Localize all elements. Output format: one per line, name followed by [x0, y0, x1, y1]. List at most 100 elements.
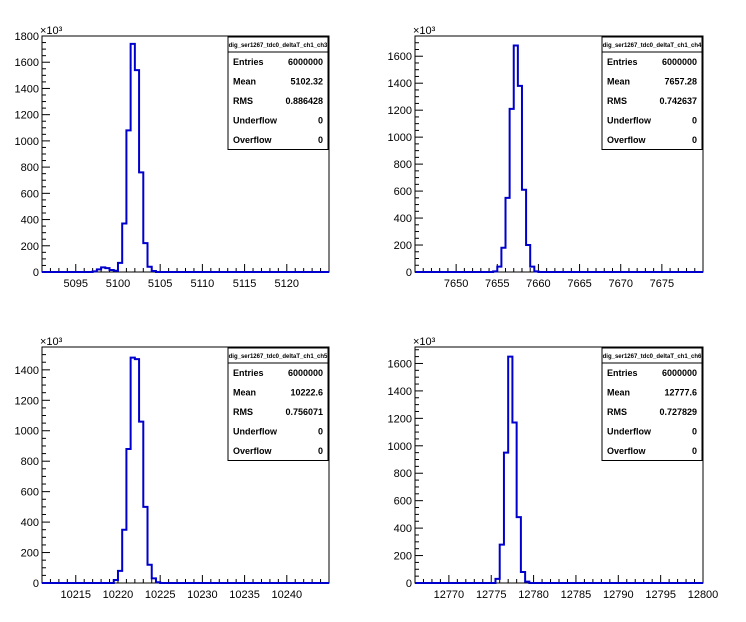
stat-label: Underflow [233, 116, 278, 126]
stats-box: dig_ser1267_tdc0_deltaT_ch1_ch6 Entries 60… [601, 347, 703, 461]
x-tick-label: 7675 [650, 278, 674, 290]
stat-value: 7657.28 [664, 77, 697, 87]
y-tick-label: 400 [394, 523, 412, 535]
stat-label: Mean [607, 77, 630, 87]
stat-value: 12777.6 [664, 388, 697, 398]
stats-box: dig_ser1267_tdc0_deltaT_ch1_ch3 Entries 60… [227, 36, 329, 150]
stat-label: Overflow [607, 135, 647, 145]
histogram-title: dig_ser1267_tdc0_deltaT_ch1_ch3 [229, 43, 328, 49]
y-tick-label: 800 [21, 162, 39, 174]
stat-label: RMS [233, 96, 253, 106]
stat-value: 0 [318, 446, 323, 456]
histogram-line [415, 355, 703, 584]
x-tick-label: 10235 [229, 589, 260, 601]
stat-label: Overflow [233, 446, 273, 456]
y-tick-label: 600 [21, 188, 39, 200]
stats-box-frame [601, 347, 703, 461]
stat-value: 0.742637 [659, 96, 697, 106]
stat-value: 0 [692, 446, 697, 456]
histogram-panel-3: ×10³ 0 200 400 600 800 1000 1200 1400 10215 10220 1… [15, 336, 330, 601]
histogram-title: dig_ser1267_tdc0_deltaT_ch1_ch4 [603, 43, 702, 49]
histogram-panel-4: ×10³ 0 200 400 600 800 1000 1200 1400 1600 12770 12… [388, 336, 719, 601]
y-tick-label: 600 [394, 186, 412, 198]
histogram-title: dig_ser1267_tdc0_deltaT_ch1_ch5 [229, 354, 328, 360]
y-tick-label: 1200 [15, 395, 39, 407]
x-tick-label: 12790 [603, 589, 634, 601]
stat-value: 0 [692, 116, 697, 126]
stat-value: 0 [318, 427, 323, 437]
histogram-title: dig_ser1267_tdc0_deltaT_ch1_ch6 [603, 354, 702, 360]
stat-label: RMS [607, 96, 627, 106]
x-tick-label: 10225 [145, 589, 176, 601]
stat-value: 0 [692, 427, 697, 437]
stat-value: 6000000 [662, 368, 697, 378]
stat-value: 6000000 [288, 368, 323, 378]
x-tick-label: 5105 [148, 278, 172, 290]
x-tick-label: 5095 [64, 278, 88, 290]
stats-box: dig_ser1267_tdc0_deltaT_ch1_ch5 Entries 60… [227, 347, 329, 461]
y-exponent-label: ×10³ [40, 25, 63, 37]
y-tick-label: 200 [394, 551, 412, 563]
y-tick-label: 800 [394, 468, 412, 480]
y-tick-label: 1600 [15, 57, 39, 69]
x-tick-label: 5115 [233, 278, 257, 290]
y-tick-label: 1200 [388, 413, 412, 425]
stat-label: Mean [607, 388, 630, 398]
x-tick-label: 10230 [187, 589, 218, 601]
x-tick-label: 10215 [60, 589, 91, 601]
y-tick-label: 200 [21, 548, 39, 560]
stat-value: 0.727829 [659, 407, 697, 417]
y-tick-label: 400 [21, 517, 39, 529]
y-tick-label: 0 [406, 267, 412, 279]
x-tick-label: 12780 [518, 589, 549, 601]
stat-value: 0 [318, 135, 323, 145]
histogram-line [42, 356, 329, 584]
stat-value: 10222.6 [290, 388, 323, 398]
stat-label: Mean [233, 77, 256, 87]
x-tick-label: 5110 [191, 278, 215, 290]
y-tick-label: 0 [406, 578, 412, 590]
y-tick-label: 1000 [15, 426, 39, 438]
y-exponent-label: ×10³ [40, 336, 63, 348]
histogram-panel-2: ×10³ 0 200 400 600 800 1000 1200 1400 1600 7650 765… [388, 25, 704, 290]
y-tick-label: 1000 [15, 136, 39, 148]
stat-label: Entries [607, 57, 638, 67]
stats-box-frame [601, 36, 703, 150]
y-tick-label: 600 [21, 487, 39, 499]
y-tick-label: 1200 [15, 110, 39, 122]
y-tick-label: 1600 [388, 51, 412, 63]
x-tick-label: 12775 [476, 589, 507, 601]
stat-value: 0.886428 [285, 96, 323, 106]
x-tick-label: 5100 [106, 278, 130, 290]
y-tick-label: 1800 [15, 31, 39, 43]
y-tick-label: 1400 [15, 365, 39, 377]
y-tick-label: 1400 [388, 78, 412, 90]
stat-value: 6000000 [288, 57, 323, 67]
stats-box-frame [227, 36, 329, 150]
histogram-line [415, 44, 703, 273]
stat-value: 5102.32 [290, 77, 323, 87]
stat-label: Overflow [233, 135, 273, 145]
stat-label: Mean [233, 388, 256, 398]
stat-value: 0 [318, 116, 323, 126]
x-tick-label: 10220 [103, 589, 134, 601]
y-tick-label: 1200 [388, 105, 412, 117]
histogram-panel-1: ×10³ 0 200 400 600 800 1000 1200 1400 1600 1800 509… [15, 25, 330, 290]
y-tick-label: 1000 [388, 441, 412, 453]
stats-box-frame [227, 347, 329, 461]
x-tick-label: 7660 [526, 278, 550, 290]
y-tick-label: 200 [21, 241, 39, 253]
y-tick-label: 1000 [388, 132, 412, 144]
y-exponent-label: ×10³ [413, 25, 436, 37]
stat-label: Underflow [607, 427, 652, 437]
x-tick-label: 7665 [567, 278, 591, 290]
stat-label: RMS [233, 407, 253, 417]
x-tick-label: 10240 [271, 589, 302, 601]
x-tick-label: 7650 [444, 278, 468, 290]
stat-label: RMS [607, 407, 627, 417]
stats-box: dig_ser1267_tdc0_deltaT_ch1_ch4 Entries 60… [601, 36, 703, 150]
stat-label: Entries [233, 57, 264, 67]
stat-value: 6000000 [662, 57, 697, 67]
y-tick-label: 400 [21, 215, 39, 227]
x-tick-label: 7670 [608, 278, 632, 290]
